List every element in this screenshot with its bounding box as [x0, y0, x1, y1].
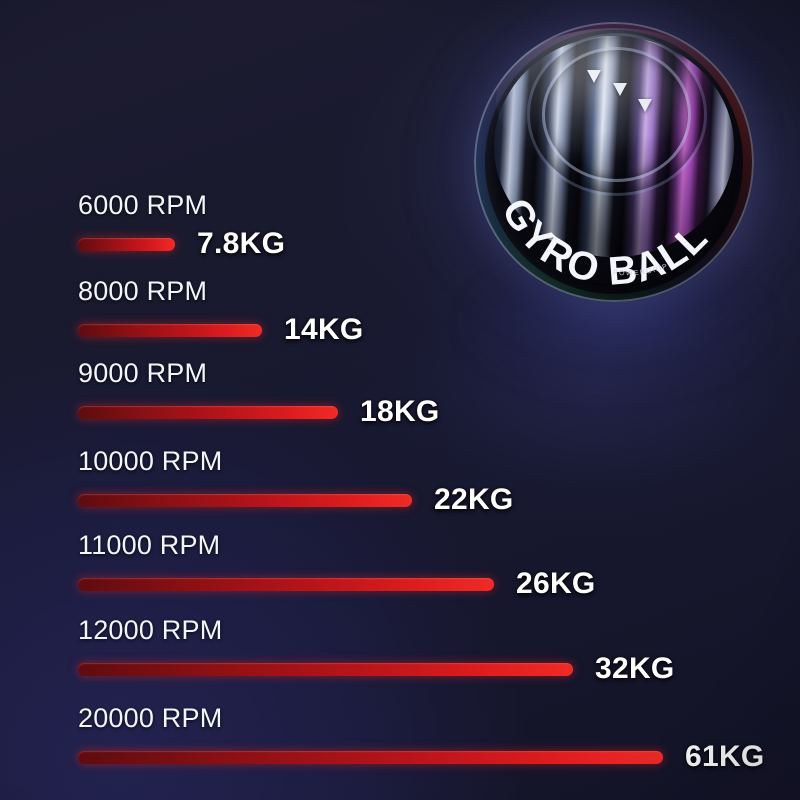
rpm-label: 9000 RPM	[78, 358, 208, 388]
torque-value-label: 32KG	[595, 652, 675, 685]
chart-row: 12000 RPM 32KG	[78, 617, 675, 684]
torque-bar	[78, 323, 262, 337]
torque-bar	[78, 405, 338, 419]
chart-row: 10000 RPM 22KG	[78, 448, 514, 515]
chart-row: 6000 RPM 7.8KG	[78, 192, 285, 259]
bar-line: 32KG	[78, 654, 675, 684]
rpm-label: 6000 RPM	[78, 190, 208, 220]
torque-value-label: 7.8KG	[197, 227, 286, 260]
torque-value-label: 18KG	[360, 395, 440, 428]
torque-bar	[78, 577, 494, 591]
torque-bar	[78, 237, 175, 251]
rpm-label: 11000 RPM	[78, 530, 221, 560]
chart-row: 9000 RPM 18KG	[78, 360, 440, 427]
chart-row: 20000 RPM 61KG	[78, 705, 765, 772]
bar-line: 26KG	[78, 569, 596, 599]
torque-value-label: 22KG	[434, 483, 514, 516]
torque-bar	[78, 750, 663, 764]
chart-row: 8000 RPM 14KG	[78, 278, 364, 345]
torque-bar	[78, 662, 573, 676]
torque-value-label: 61KG	[685, 740, 765, 773]
torque-value-label: 14KG	[284, 313, 364, 346]
rpm-label: 12000 RPM	[78, 615, 223, 645]
bar-line: 61KG	[78, 742, 765, 772]
bar-line: 18KG	[78, 397, 440, 427]
bar-line: 14KG	[78, 315, 364, 345]
chart-row: 11000 RPM 26KG	[78, 532, 596, 599]
torque-bar	[78, 493, 412, 507]
rpm-label: 20000 RPM	[78, 703, 223, 733]
torque-value-label: 26KG	[516, 567, 596, 600]
bar-line: 22KG	[78, 485, 514, 515]
rpm-label: 8000 RPM	[78, 276, 208, 306]
bar-line: 7.8KG	[78, 229, 285, 259]
rpm-label: 10000 RPM	[78, 446, 223, 476]
